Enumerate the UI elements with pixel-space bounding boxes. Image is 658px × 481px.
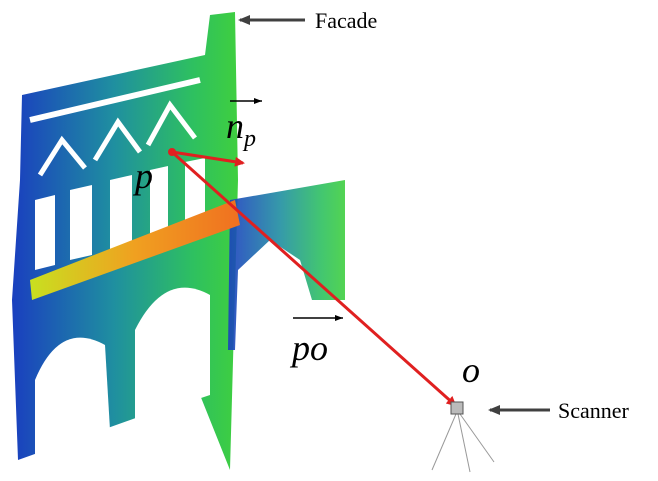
point-p <box>168 148 176 156</box>
normal-subscript: p <box>242 126 256 152</box>
scanner-label: Scanner <box>558 398 630 423</box>
point-p-label: p <box>132 156 153 196</box>
facade-point-cloud <box>12 12 345 470</box>
scanner-icon <box>432 402 494 472</box>
normal-base: n <box>226 106 244 146</box>
facade-label: Facade <box>315 8 377 33</box>
diagram: Facade p np po o Scanner <box>0 0 658 481</box>
vector-label: po <box>289 328 328 368</box>
normal-label: np <box>226 106 256 152</box>
point-o-label: o <box>462 350 480 390</box>
